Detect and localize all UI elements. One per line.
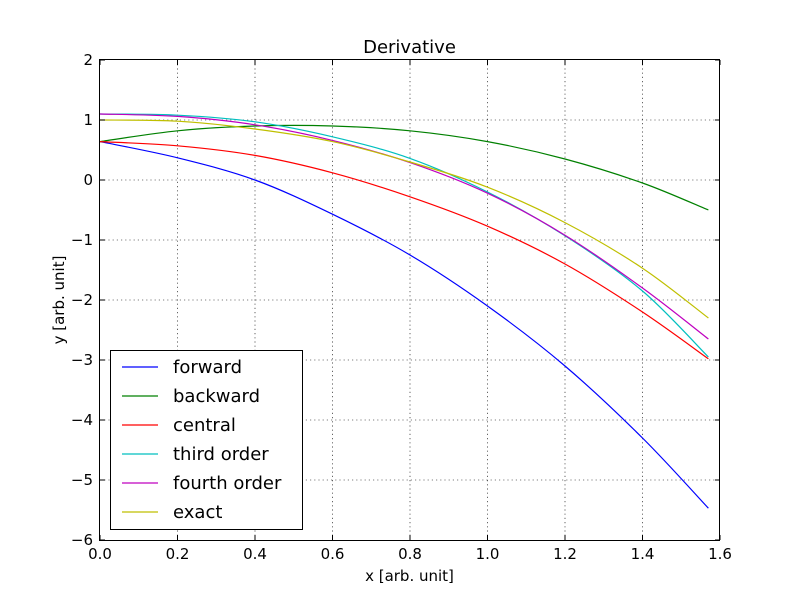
- y-tick-label: 2: [83, 51, 93, 69]
- x-tick-label: 0.6: [321, 545, 345, 563]
- y-tick-label: 0: [83, 171, 93, 189]
- legend-box: [110, 350, 303, 530]
- x-tick-label: 1.2: [553, 545, 577, 563]
- legend-label-third-order: third order: [173, 444, 269, 465]
- y-tick-label: −1: [71, 231, 93, 249]
- series-line-third-order: [99, 113, 709, 358]
- legend-label-exact: exact: [173, 502, 222, 523]
- y-tick-label: −3: [71, 351, 93, 369]
- x-tick-label: 0.0: [88, 545, 112, 563]
- legend-label-backward: backward: [173, 386, 260, 407]
- x-tick-label: 1.6: [708, 545, 732, 563]
- tick-labels: 0.0 0.2 0.4 0.6 0.8 1.0 1.2 1.4 1.6 −6 −5 −4 −3 −2 −1 0…: [71, 51, 732, 563]
- x-tick-label: 0.2: [166, 545, 190, 563]
- y-tick-label: −5: [71, 471, 93, 489]
- x-tick-label: 1.4: [631, 545, 655, 563]
- x-axis-label: x [arb. unit]: [365, 567, 454, 585]
- legend-label-central: central: [173, 415, 236, 436]
- y-axis-label: y [arb. unit]: [50, 256, 68, 345]
- y-tick-label: −6: [71, 531, 93, 549]
- series-line-exact: [99, 119, 709, 319]
- legend: forward backward central third order fourth …: [110, 350, 303, 530]
- y-tick-label: 1: [83, 111, 93, 129]
- ticks: [99, 59, 721, 541]
- x-tick-label: 0.4: [243, 545, 267, 563]
- chart-title: Derivative: [363, 37, 456, 58]
- legend-label-fourth-order: fourth order: [173, 473, 282, 494]
- series-lines: [99, 113, 709, 509]
- series-line-forward: [99, 141, 709, 509]
- series-line-central: [99, 141, 709, 360]
- series-line-fourth-order: [99, 113, 709, 340]
- y-tick-label: −2: [71, 291, 93, 309]
- series-line-backward: [99, 124, 709, 211]
- x-tick-label: 0.8: [398, 545, 422, 563]
- x-tick-label: 1.0: [476, 545, 500, 563]
- y-tick-label: −4: [71, 411, 93, 429]
- legend-label-forward: forward: [173, 357, 242, 378]
